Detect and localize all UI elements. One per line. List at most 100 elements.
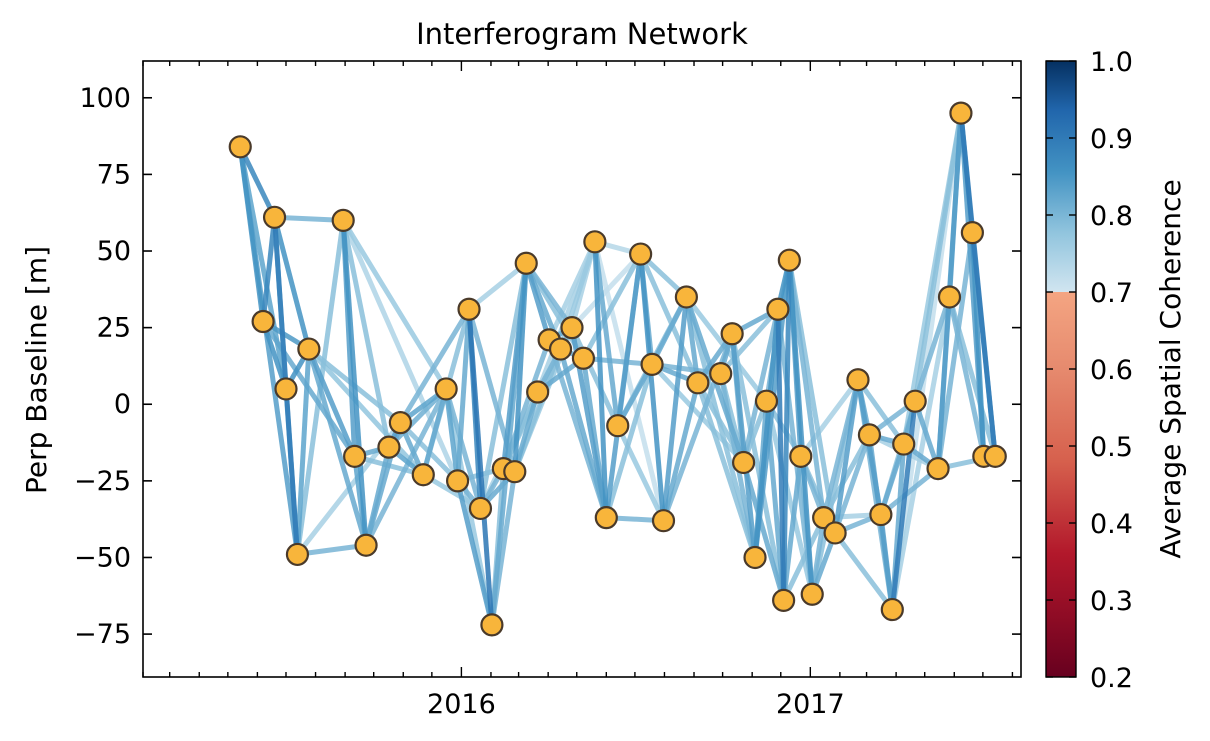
network-edge — [592, 241, 666, 522]
acquisition-point — [926, 457, 950, 481]
acquisition-point — [754, 389, 779, 413]
network-edge — [443, 388, 461, 482]
network-edge — [467, 261, 528, 312]
acquisition-point — [480, 613, 504, 637]
network-edge — [478, 262, 529, 509]
y-tick-label: 0 — [114, 389, 131, 420]
network-edge — [855, 379, 884, 515]
acquisition-point — [388, 411, 412, 435]
network-edge — [237, 146, 266, 322]
network-edge — [581, 252, 643, 360]
network-edge — [443, 388, 483, 510]
network-edge — [306, 348, 369, 546]
acquisition-point — [892, 432, 916, 456]
network-edge — [523, 262, 552, 341]
network-edge — [512, 263, 529, 472]
network-edge — [363, 446, 392, 546]
network-edge — [524, 261, 575, 330]
acquisition-point — [606, 414, 630, 438]
network-edge — [833, 531, 895, 612]
acquisition-point — [743, 545, 767, 570]
network-edge — [729, 333, 787, 601]
acquisition-point — [251, 309, 275, 334]
network-edge — [260, 320, 289, 390]
colorbar-ticks: 1.0 0.9 0.8 0.7 0.6 0.5 0.4 0.3 0.2 — [1046, 47, 1133, 694]
acquisition-point — [846, 368, 870, 392]
plot-frame — [142, 60, 1022, 678]
acquisition-point — [983, 444, 1007, 468]
acquisition-point — [331, 208, 355, 232]
network-edge — [558, 348, 609, 519]
network-edge — [512, 391, 541, 473]
network-edge — [294, 348, 312, 555]
acquisition-point — [949, 101, 973, 125]
network-edge — [638, 253, 666, 521]
y-tick-label: 100 — [79, 83, 131, 114]
colorbar-tick-label: 0.6 — [1090, 355, 1133, 386]
network-edge — [363, 387, 449, 547]
acquisition-point — [869, 502, 893, 527]
network-edge — [603, 363, 655, 519]
y-axis-label: Perp Baseline [m] — [20, 246, 53, 494]
network-edge — [741, 461, 787, 602]
network-edge — [455, 309, 472, 482]
y-tick-label: −50 — [74, 542, 131, 573]
network-edge — [879, 466, 940, 517]
network-edge — [307, 347, 426, 477]
acquisition-point — [772, 588, 796, 612]
network-edge — [786, 259, 827, 518]
network-edge — [912, 400, 941, 470]
network-edge — [650, 362, 746, 465]
network-edge — [741, 308, 781, 464]
acquisition-point — [457, 297, 481, 321]
x-tick-label: 2017 — [776, 689, 845, 720]
network-edge — [695, 382, 758, 559]
colorbar-tick-label: 0.9 — [1090, 124, 1133, 155]
acquisition-point — [731, 450, 756, 475]
acquisition-point — [434, 377, 458, 401]
acquisition-point — [651, 509, 676, 533]
acquisition-point — [571, 346, 596, 370]
network-edge — [466, 309, 495, 626]
network-edge — [878, 443, 907, 516]
network-edge — [947, 296, 987, 457]
network-edge — [781, 516, 826, 602]
network-edge — [729, 333, 758, 558]
network-edge — [592, 241, 621, 427]
acquisition-point — [777, 248, 801, 272]
network-edge — [272, 216, 312, 350]
network-edge — [752, 309, 781, 558]
chart-title: Interferogram Network — [416, 17, 748, 51]
acquisition-point — [812, 506, 836, 530]
acquisition-point — [560, 316, 584, 340]
network-edge — [912, 112, 964, 402]
y-tick-label: −75 — [74, 619, 131, 650]
acquisition-point — [262, 205, 287, 229]
network-edge — [340, 219, 392, 448]
colorbar-tick-label: 0.3 — [1090, 586, 1133, 617]
acquisition-point — [468, 496, 493, 521]
colorbar-tick-label: 0.7 — [1090, 278, 1133, 309]
acquisition-point — [526, 380, 550, 404]
acquisition-point — [583, 230, 607, 254]
network-edge — [878, 514, 895, 610]
network-edge — [420, 388, 449, 476]
network-edge — [341, 219, 449, 391]
acquisition-point — [514, 251, 538, 275]
network-edge — [340, 219, 460, 482]
acquisition-point — [640, 352, 664, 377]
x-tick-label: 2016 — [427, 689, 496, 720]
network-edge — [615, 424, 666, 522]
acquisition-point — [880, 597, 904, 622]
network-edge — [649, 295, 689, 366]
network-edge — [683, 296, 701, 384]
network-edge — [603, 253, 644, 518]
acquisition-point — [766, 297, 790, 321]
network-edge — [306, 348, 357, 458]
acquisition-point — [594, 506, 618, 530]
acquisition-point — [297, 337, 321, 361]
network-edge — [340, 220, 369, 546]
acquisition-point — [274, 377, 298, 401]
network-edge — [958, 112, 998, 457]
